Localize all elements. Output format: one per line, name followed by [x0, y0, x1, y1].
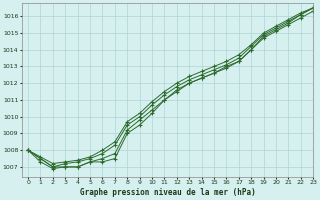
X-axis label: Graphe pression niveau de la mer (hPa): Graphe pression niveau de la mer (hPa)	[80, 188, 255, 197]
